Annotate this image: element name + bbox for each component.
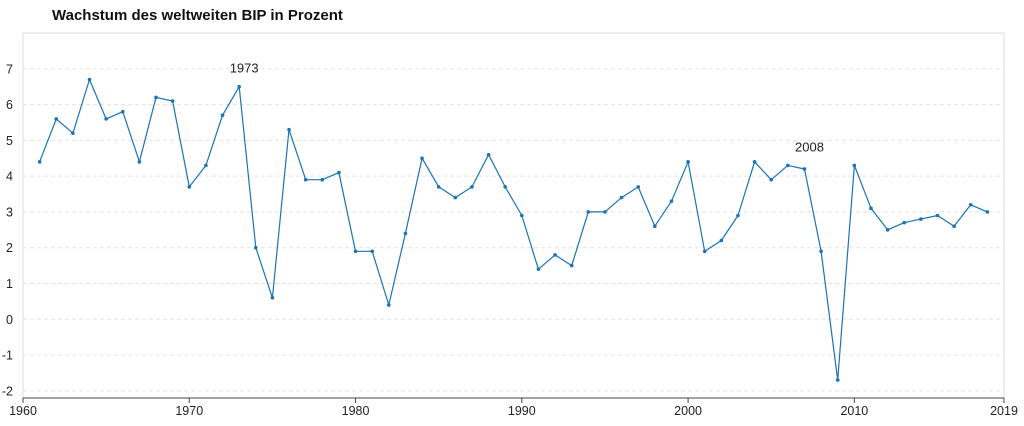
y-tick-label: 1 xyxy=(6,277,13,291)
x-tick-label: 1980 xyxy=(342,404,370,418)
data-point xyxy=(486,152,491,157)
data-point xyxy=(37,160,42,164)
data-point xyxy=(270,296,275,300)
data-point xyxy=(237,84,241,89)
data-point xyxy=(187,185,192,189)
data-point xyxy=(686,160,690,164)
y-tick-label: -2 xyxy=(2,384,13,398)
data-point xyxy=(985,210,990,214)
data-point xyxy=(120,109,125,114)
data-point xyxy=(852,163,857,168)
data-point xyxy=(536,267,541,271)
annotation-label: 1973 xyxy=(230,61,259,76)
data-point xyxy=(204,163,208,168)
data-point xyxy=(370,249,374,254)
data-point xyxy=(885,228,890,232)
x-tick-label: 1990 xyxy=(508,404,536,418)
data-point xyxy=(386,303,391,307)
data-point xyxy=(636,185,641,189)
y-tick-labels: -2 -1 0 1 2 3 4 5 6 7 xyxy=(2,62,13,398)
data-point xyxy=(835,378,840,382)
data-point xyxy=(170,99,175,103)
data-point xyxy=(619,195,624,200)
data-point xyxy=(603,210,607,214)
data-point xyxy=(736,213,740,218)
y-tick-label: 4 xyxy=(6,170,13,184)
x-tick-labels: 1960 1970 1980 1990 2000 2010 2019 xyxy=(9,404,1018,418)
data-point xyxy=(453,195,458,200)
data-point xyxy=(919,217,923,221)
data-point xyxy=(353,249,358,254)
data-point xyxy=(470,185,474,189)
data-point xyxy=(569,263,574,268)
data-point xyxy=(702,249,707,254)
data-point xyxy=(968,202,973,207)
data-point xyxy=(420,156,424,161)
series-line xyxy=(39,78,988,381)
data-point xyxy=(87,77,92,82)
data-point xyxy=(320,177,325,182)
data-point xyxy=(503,185,507,189)
y-tick-label: 3 xyxy=(6,205,13,219)
data-point xyxy=(719,238,724,243)
x-tick-label: 2010 xyxy=(840,404,868,418)
chart-title: Wachstum des weltweiten BIP in Prozent xyxy=(52,7,343,24)
data-point xyxy=(952,224,956,229)
data-point xyxy=(520,213,524,218)
data-point xyxy=(802,167,807,171)
x-tick-label: 2019 xyxy=(990,404,1018,418)
annotation-label: 2008 xyxy=(795,139,824,154)
data-point xyxy=(253,245,258,250)
data-point xyxy=(553,253,557,257)
data-point xyxy=(869,206,873,211)
x-tick-label: 2000 xyxy=(674,404,702,418)
data-point xyxy=(104,117,108,121)
data-point xyxy=(337,170,341,175)
data-point xyxy=(769,177,774,182)
annotations: 1973 2008 xyxy=(230,61,824,155)
data-point xyxy=(752,160,757,164)
data-point xyxy=(819,249,823,254)
y-tick-label: 5 xyxy=(6,134,13,148)
data-point xyxy=(669,199,674,203)
grid-lines xyxy=(23,68,1004,392)
data-point xyxy=(54,117,59,121)
y-tick-label: 7 xyxy=(6,62,13,76)
axes xyxy=(22,32,1005,403)
data-point xyxy=(653,224,657,229)
y-tick-label: -1 xyxy=(2,349,13,363)
data-point xyxy=(935,213,940,218)
data-point xyxy=(137,160,142,164)
y-tick-label: 0 xyxy=(6,313,13,327)
data-point xyxy=(436,185,441,189)
data-point xyxy=(303,177,308,182)
data-point xyxy=(902,220,907,225)
y-tick-label: 6 xyxy=(6,98,13,112)
data-point xyxy=(154,95,158,100)
data-point xyxy=(220,113,225,118)
x-tick-label: 1960 xyxy=(9,404,37,418)
x-tick-label: 1970 xyxy=(175,404,203,418)
series xyxy=(37,77,990,382)
data-point xyxy=(71,131,75,135)
data-point xyxy=(786,163,790,168)
data-point xyxy=(586,210,591,214)
data-point xyxy=(287,127,291,132)
data-point xyxy=(403,231,408,236)
y-tick-label: 2 xyxy=(6,241,13,255)
